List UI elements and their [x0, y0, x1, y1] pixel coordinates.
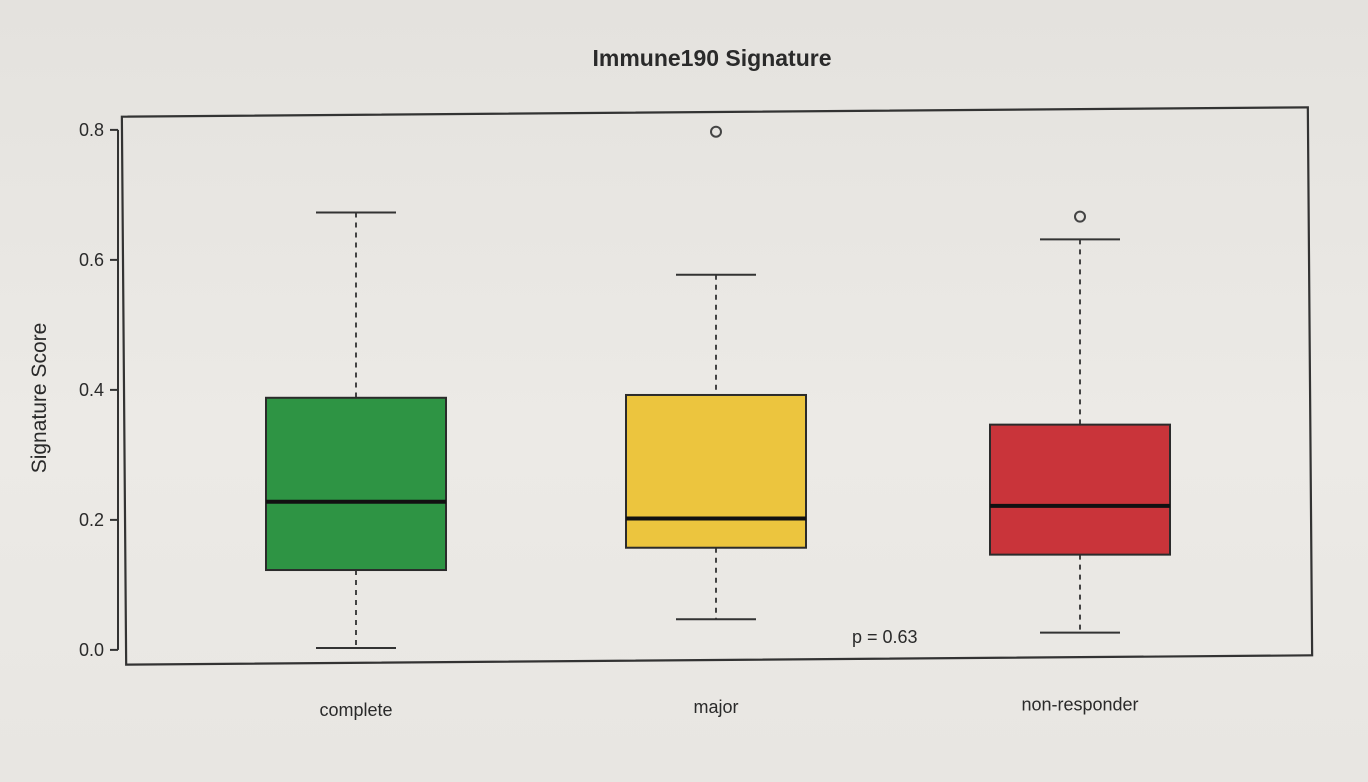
- interquartile-box: [989, 423, 1171, 556]
- x-category-label: major: [693, 697, 738, 717]
- plot-frame: [120, 106, 1314, 666]
- y-tick-label: 0.2: [79, 510, 104, 530]
- box-non-responder: [989, 210, 1171, 634]
- annotations-group: p = 0.63: [852, 627, 918, 647]
- interquartile-box: [265, 396, 447, 572]
- y-tick-label: 0.6: [79, 250, 104, 270]
- outlier-point: [1074, 210, 1086, 223]
- y-tick-label: 0.4: [79, 380, 104, 400]
- boxes-group: [265, 125, 1171, 650]
- interquartile-box: [625, 393, 807, 549]
- box-major: [625, 125, 807, 621]
- y-tick-label: 0.8: [79, 120, 104, 140]
- outlier-point: [710, 125, 722, 138]
- y-tick-label: 0.0: [79, 640, 104, 660]
- x-axis-categories: complete major non-responder: [319, 694, 1138, 720]
- y-axis: 0.0 0.2 0.4 0.6 0.8: [79, 120, 119, 660]
- box-complete: [265, 211, 447, 650]
- x-category-label: complete: [319, 700, 392, 720]
- x-category-label: non-responder: [1021, 694, 1138, 714]
- chart-title: Immune190 Signature: [592, 45, 831, 71]
- p-value-annotation: p = 0.63: [852, 627, 918, 647]
- y-axis-label: Signature Score: [28, 323, 51, 474]
